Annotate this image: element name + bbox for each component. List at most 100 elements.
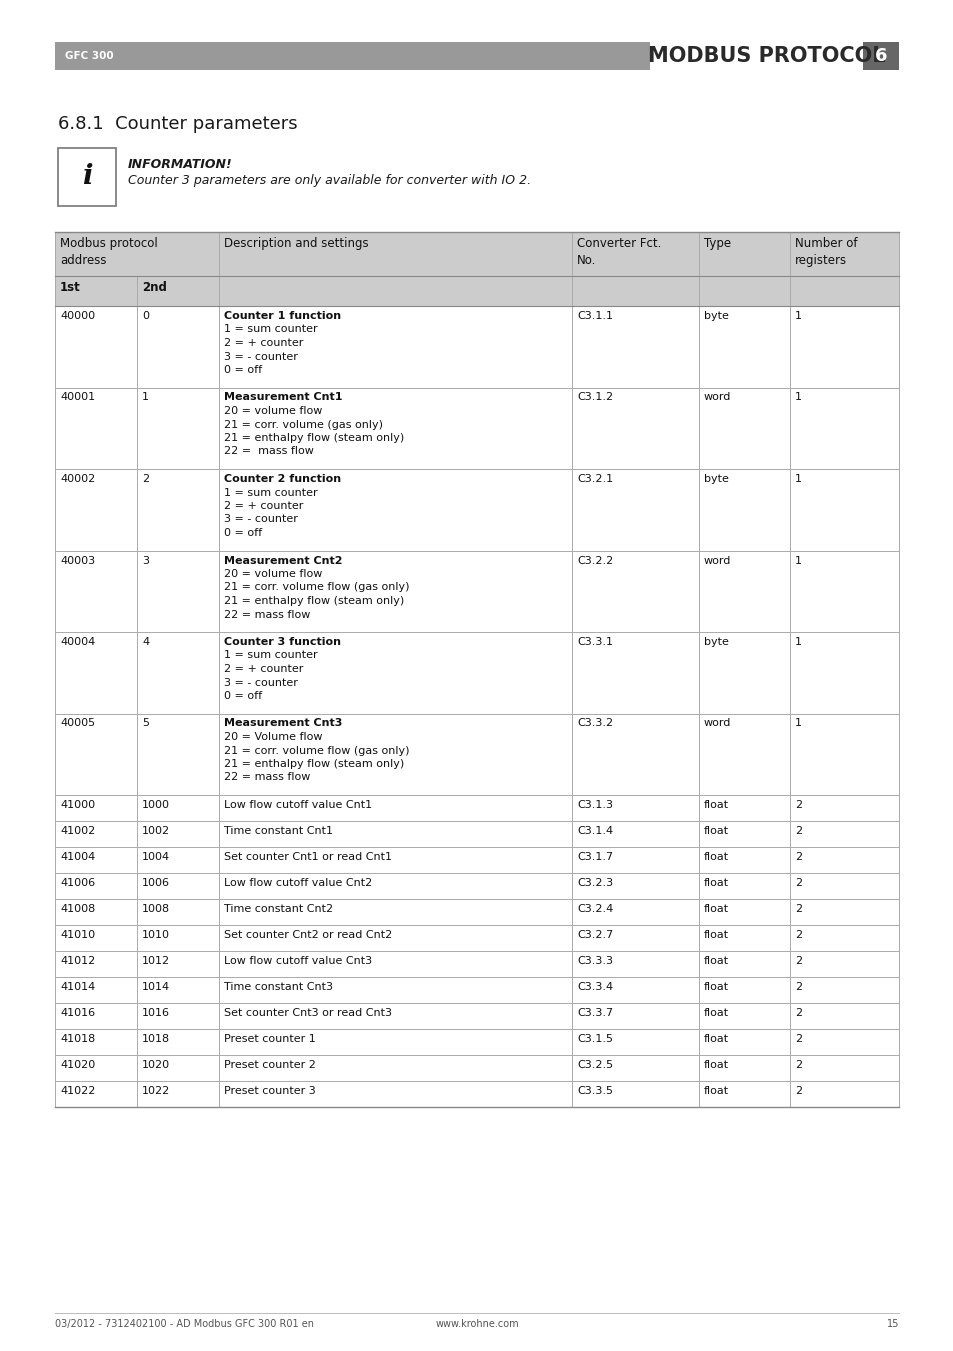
Text: 0 = off: 0 = off	[224, 690, 262, 701]
Bar	[55, 794, 898, 821]
Text: 0: 0	[142, 311, 149, 322]
Text: C3.2.3: C3.2.3	[577, 878, 613, 888]
Text: 2: 2	[794, 1008, 801, 1019]
Text: Set counter Cnt1 or read Cnt1: Set counter Cnt1 or read Cnt1	[224, 852, 392, 862]
Text: 3 = - counter: 3 = - counter	[224, 677, 297, 688]
Text: C3.1.5: C3.1.5	[577, 1034, 613, 1044]
Text: 2: 2	[794, 878, 801, 888]
Text: Counter 3 function: Counter 3 function	[224, 638, 340, 647]
Text: 2 = + counter: 2 = + counter	[224, 338, 303, 349]
Text: C3.2.5: C3.2.5	[577, 1061, 613, 1070]
Text: C3.3.1: C3.3.1	[577, 638, 613, 647]
Text: 40004: 40004	[60, 638, 95, 647]
Text: 40001: 40001	[60, 393, 95, 403]
Text: 1010: 1010	[142, 929, 170, 940]
Text: C3.2.2: C3.2.2	[577, 555, 613, 566]
Bar	[649, 42, 904, 70]
Text: 1: 1	[794, 555, 801, 566]
Text: 1012: 1012	[142, 957, 170, 966]
Text: float: float	[703, 929, 728, 940]
Text: 21 = corr. volume flow (gas only): 21 = corr. volume flow (gas only)	[224, 582, 409, 593]
Text: 2: 2	[794, 929, 801, 940]
Text: www.krohne.com: www.krohne.com	[435, 1319, 518, 1329]
Bar	[55, 898, 898, 925]
Text: Number of
registers: Number of registers	[794, 236, 857, 267]
Text: 3: 3	[142, 555, 149, 566]
Text: float: float	[703, 904, 728, 915]
Text: C3.1.3: C3.1.3	[577, 800, 613, 811]
Text: Low flow cutoff value Cnt1: Low flow cutoff value Cnt1	[224, 800, 372, 811]
Text: C3.2.7: C3.2.7	[577, 929, 613, 940]
Text: 3 = - counter: 3 = - counter	[224, 515, 297, 524]
Text: 6: 6	[874, 47, 886, 65]
Text: 1022: 1022	[142, 1086, 170, 1096]
Text: C3.1.1: C3.1.1	[577, 311, 613, 322]
Text: 2: 2	[794, 825, 801, 836]
Text: Preset counter 2: Preset counter 2	[224, 1061, 315, 1070]
Text: 1004: 1004	[142, 852, 170, 862]
Text: byte: byte	[703, 311, 728, 322]
Text: 21 = corr. volume (gas only): 21 = corr. volume (gas only)	[224, 420, 382, 430]
Text: Time constant Cnt2: Time constant Cnt2	[224, 904, 333, 915]
Text: 2: 2	[794, 1034, 801, 1044]
Text: float: float	[703, 957, 728, 966]
Text: Time constant Cnt3: Time constant Cnt3	[224, 982, 333, 992]
Text: 1008: 1008	[142, 904, 170, 915]
Text: 2: 2	[794, 800, 801, 811]
Text: Preset counter 3: Preset counter 3	[224, 1086, 315, 1096]
Bar	[55, 632, 898, 713]
Text: 41014: 41014	[60, 982, 95, 992]
Text: 03/2012 - 7312402100 - AD Modbus GFC 300 R01 en: 03/2012 - 7312402100 - AD Modbus GFC 300…	[55, 1319, 314, 1329]
Text: 41006: 41006	[60, 878, 95, 888]
Text: 2: 2	[142, 474, 149, 484]
Bar	[55, 1029, 898, 1055]
Text: 40002: 40002	[60, 474, 95, 484]
Text: Set counter Cnt2 or read Cnt2: Set counter Cnt2 or read Cnt2	[224, 929, 392, 940]
Text: 1006: 1006	[142, 878, 170, 888]
Text: C3.2.4: C3.2.4	[577, 904, 613, 915]
Text: Measurement Cnt1: Measurement Cnt1	[224, 393, 342, 403]
Text: 15: 15	[885, 1319, 898, 1329]
Bar	[55, 713, 898, 794]
Text: 1018: 1018	[142, 1034, 170, 1044]
Text: MODBUS PROTOCOL: MODBUS PROTOCOL	[647, 46, 884, 66]
Text: Measurement Cnt2: Measurement Cnt2	[224, 555, 342, 566]
Bar	[55, 388, 898, 469]
Text: 20 = volume flow: 20 = volume flow	[224, 407, 322, 416]
Text: 0 = off: 0 = off	[224, 528, 262, 538]
Text: C3.3.7: C3.3.7	[577, 1008, 613, 1019]
Text: C3.1.7: C3.1.7	[577, 852, 613, 862]
Text: byte: byte	[703, 638, 728, 647]
Text: 41020: 41020	[60, 1061, 95, 1070]
Text: Counter 2 function: Counter 2 function	[224, 474, 341, 484]
Bar	[55, 1081, 898, 1106]
Text: 40005: 40005	[60, 719, 95, 728]
Text: Time constant Cnt1: Time constant Cnt1	[224, 825, 333, 836]
Text: 21 = enthalpy flow (steam only): 21 = enthalpy flow (steam only)	[224, 434, 404, 443]
Text: float: float	[703, 800, 728, 811]
Text: float: float	[703, 982, 728, 992]
Bar	[55, 550, 898, 632]
Text: 41008: 41008	[60, 904, 95, 915]
Text: 5: 5	[142, 719, 149, 728]
Text: 21 = enthalpy flow (steam only): 21 = enthalpy flow (steam only)	[224, 596, 404, 607]
Text: 4: 4	[142, 638, 149, 647]
Text: 1: 1	[794, 393, 801, 403]
Bar	[55, 847, 898, 873]
Text: float: float	[703, 1008, 728, 1019]
Text: C3.3.4: C3.3.4	[577, 982, 613, 992]
Text: 2nd: 2nd	[142, 281, 167, 295]
Text: 1: 1	[142, 393, 149, 403]
Text: float: float	[703, 1034, 728, 1044]
Bar	[55, 977, 898, 1002]
Bar	[862, 42, 898, 70]
Text: 2 = + counter: 2 = + counter	[224, 501, 303, 511]
Text: 1000: 1000	[142, 800, 170, 811]
Text: 22 = mass flow: 22 = mass flow	[224, 609, 310, 620]
Text: i: i	[82, 163, 92, 190]
Text: 22 =  mass flow: 22 = mass flow	[224, 446, 314, 457]
Text: 21 = enthalpy flow (steam only): 21 = enthalpy flow (steam only)	[224, 759, 404, 769]
Text: 2 = + counter: 2 = + counter	[224, 663, 303, 674]
Bar	[55, 469, 898, 550]
Text: word: word	[703, 719, 731, 728]
